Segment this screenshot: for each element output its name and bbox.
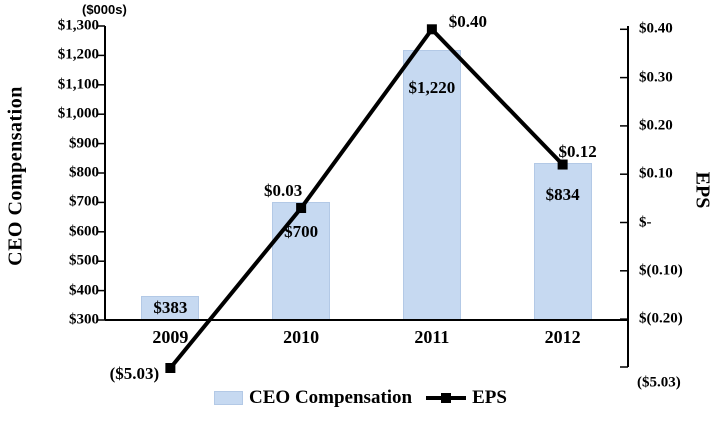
eps-value-label: ($5.03) (109, 364, 160, 383)
bar-value-label: $834 (545, 185, 580, 204)
eps-value-label: $0.03 (264, 181, 303, 200)
legend-label-eps: EPS (472, 387, 507, 408)
left-axis-units-note: ($000s) (82, 2, 127, 17)
eps-marker-2012 (557, 159, 568, 170)
right-axis-tick-label: $0.40 (639, 20, 673, 37)
bar-2010: $700 (272, 202, 331, 320)
left-axis-tick-label: $300 (69, 311, 99, 328)
bar-value-label: $700 (284, 222, 319, 242)
legend-eps-marker-icon (441, 393, 452, 403)
left-axis-tick-label: $800 (69, 164, 99, 181)
legend: CEO Compensation EPS (0, 386, 721, 410)
left-axis-tick-label: $1,000 (57, 105, 99, 122)
x-axis-label-2009: 2009 (152, 327, 189, 347)
left-axis-tick-label: $1,100 (57, 76, 99, 93)
right-axis-tick-label: $0.10 (639, 165, 673, 182)
left-axis-tick-label: $1,200 (57, 46, 99, 63)
left-axis-tick-label: $900 (69, 135, 99, 152)
left-axis-tick-label: $400 (69, 282, 99, 299)
eps-value-label: $0.12 (558, 141, 597, 161)
x-axis-label-2012: 2012 (544, 327, 581, 347)
legend-swatch-eps-line (426, 393, 467, 403)
right-axis-tick-label: $0.20 (639, 117, 673, 134)
legend-label-ceo-compensation: CEO Compensation (249, 387, 413, 408)
right-axis-tick-label: $(0.10) (639, 262, 683, 279)
x-axis-label-2011: 2011 (414, 327, 450, 347)
eps-line (168, 26, 565, 370)
left-axis-tick-label: $600 (69, 223, 99, 240)
eps-value-label: $0.40 (448, 12, 487, 32)
left-axis-tick-label: $700 (69, 193, 99, 210)
right-axis-tick-label: $0.30 (639, 69, 673, 86)
legend-swatch-ceo-compensation (214, 391, 244, 405)
eps-marker-2010 (296, 203, 307, 214)
bar-value-label: $383 (153, 297, 188, 317)
right-axis-outlier-tick-label: ($5.03) (637, 374, 681, 391)
right-axis-tick-label: $- (639, 214, 652, 230)
x-axis-label-2010: 2010 (283, 327, 320, 347)
eps-marker-2011 (426, 24, 437, 35)
left-axis-tick-label: $1,300 (57, 17, 99, 34)
left-axis-tick-label: $500 (69, 252, 99, 269)
right-axis-tick-label: $(0.20) (639, 310, 683, 327)
eps-marker-2009 (165, 363, 176, 373)
bar-value-label: $1,220 (408, 77, 456, 97)
